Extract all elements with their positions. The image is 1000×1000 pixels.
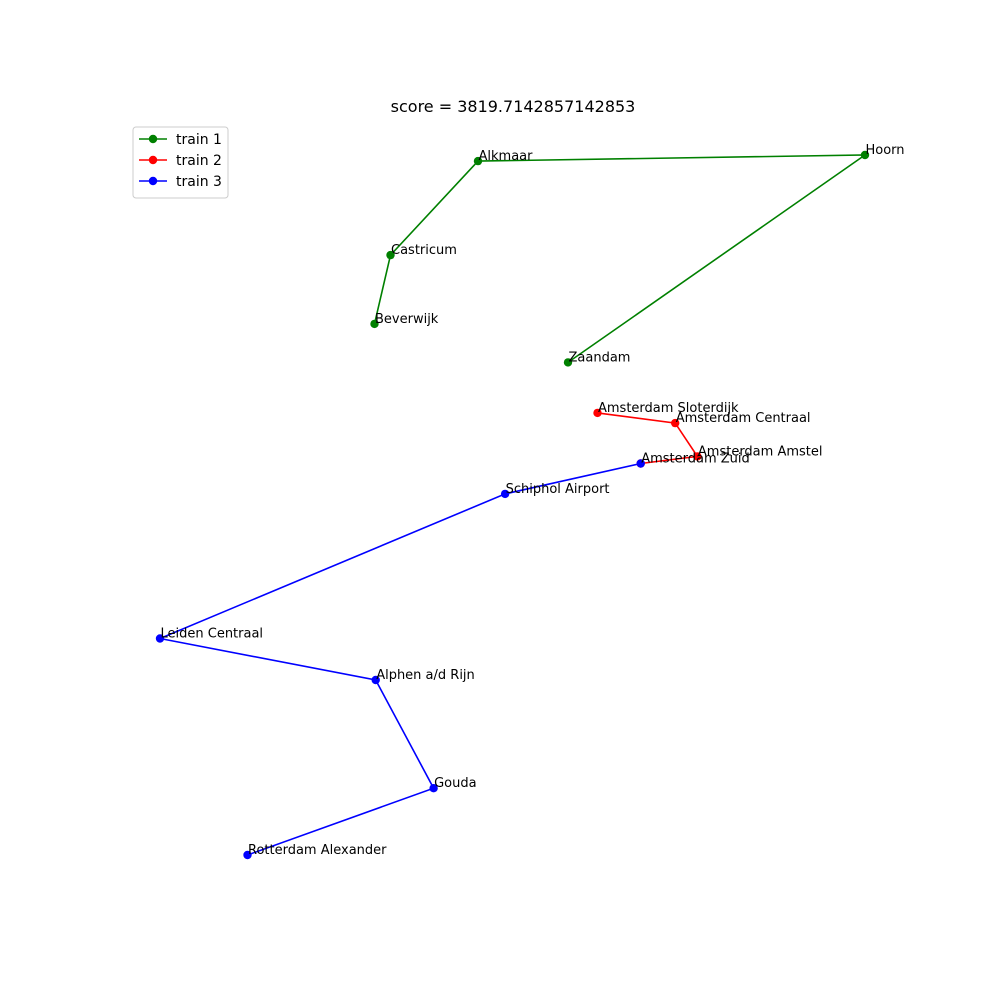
station-marker-alphen-a-d-rijn <box>371 675 380 685</box>
station-label-zaandam: Zaandam <box>569 350 631 365</box>
station-marker-amsterdam-sloterdijk <box>593 408 602 418</box>
station-label-rotterdam-alexander: Rotterdam Alexander <box>248 843 387 858</box>
station-label-beverwijk: Beverwijk <box>375 312 439 327</box>
series-line-train-2 <box>597 412 699 465</box>
station-marker-amsterdam-zuid <box>636 459 645 468</box>
station-marker-amsterdam-centraal <box>671 418 680 428</box>
station-marker-beverwijk <box>370 319 379 329</box>
station-marker-alkmaar <box>473 156 483 166</box>
station-label-alkmaar: Alkmaar <box>479 149 534 164</box>
station-marker-schiphol-airport <box>500 489 510 499</box>
series-line-train-1 <box>373 154 868 364</box>
station-label-leiden-centraal: Leiden Centraal <box>161 627 264 642</box>
station-marker-leiden-centraal <box>155 634 165 643</box>
legend-label-train-2: train 2 <box>176 153 222 169</box>
chart-legend: train 1 train 2 train 3 <box>132 126 229 199</box>
station-label-gouda: Gouda <box>434 776 477 791</box>
station-markers <box>155 150 870 860</box>
station-label-amsterdam-sloterdijk: Amsterdam Sloterdijk <box>598 401 739 416</box>
station-label-amsterdam-centraal: Amsterdam Centraal <box>676 411 811 426</box>
legend-label-train-3: train 3 <box>176 174 222 190</box>
chart-title: score = 3819.7142857142853 <box>391 97 636 116</box>
station-marker-zaandam <box>563 358 573 367</box>
series-line-train-3 <box>157 462 641 856</box>
station-marker-hoorn <box>860 150 870 160</box>
route-lines <box>157 154 868 856</box>
station-label-amsterdam-zuid: Amsterdam Zuid <box>641 452 750 467</box>
station-label-schiphol-airport: Schiphol Airport <box>506 482 610 497</box>
station-label-alphen-a-d-rijn: Alphen a/d Rijn <box>376 668 475 683</box>
station-marker-amsterdam-amstel <box>693 452 702 461</box>
legend-marker-train-2 <box>148 155 158 165</box>
station-marker-castricum <box>386 250 395 260</box>
station-label-hoorn: Hoorn <box>866 143 905 158</box>
station-label-castricum: Castricum <box>391 243 457 258</box>
station-marker-rotterdam-alexander <box>243 850 252 860</box>
legend-marker-train-3 <box>148 176 158 186</box>
legend-label-train-1: train 1 <box>176 132 222 148</box>
station-label-amsterdam-amstel: Amsterdam Amstel <box>698 444 823 459</box>
legend-marker-train-1 <box>148 134 158 144</box>
station-marker-gouda <box>429 784 438 793</box>
